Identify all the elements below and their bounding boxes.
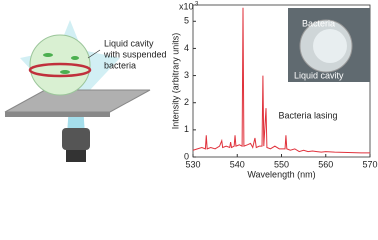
multiplier-exp: 3 — [195, 2, 199, 8]
inset-label: Liquid cavity — [294, 70, 344, 80]
x-tick-label: 560 — [318, 159, 333, 169]
inset-label: Bacteria — [302, 18, 335, 28]
y-tick-label: 4 — [184, 43, 189, 53]
figure: Liquid cavity with suspended bacteria 53… — [4, 1, 378, 179]
bacterium — [43, 53, 53, 57]
x-tick-label: 550 — [274, 159, 289, 169]
setup-diagram: Liquid cavity with suspended bacteria — [4, 20, 167, 162]
x-tick-label: 540 — [230, 159, 245, 169]
x-axis-label: Wavelength (nm) — [247, 169, 315, 179]
y-axis-label: Intensity (arbitrary units) — [170, 33, 180, 130]
x-tick-label: 530 — [185, 159, 200, 169]
y-tick-label: 0 — [184, 151, 189, 161]
lasing-ring — [28, 62, 92, 78]
y-tick-label: 2 — [184, 97, 189, 107]
spectrum-line — [192, 7, 370, 154]
bacterium — [71, 56, 79, 60]
cavity-label: Liquid cavity — [104, 38, 154, 48]
inset-core — [313, 29, 347, 63]
bacterium — [60, 70, 70, 74]
multiplier: x10 — [179, 1, 194, 11]
objective-base — [66, 150, 86, 162]
y-tick-label: 5 — [184, 16, 189, 26]
chart: 530 540 550 560 570 0 1 2 3 4 5 Wavelength (nm) Inte… — [170, 1, 377, 179]
cavity-label: with suspended — [103, 49, 167, 59]
y-tick-label: 3 — [184, 70, 189, 80]
annotation: Bacteria lasing — [278, 110, 337, 120]
cavity-label: bacteria — [104, 60, 136, 70]
y-tick-label: 1 — [184, 124, 189, 134]
pointer — [87, 49, 101, 59]
stage — [4, 89, 151, 113]
stage-edge — [5, 112, 110, 117]
x-tick-label: 570 — [362, 159, 377, 169]
objective — [62, 128, 90, 150]
